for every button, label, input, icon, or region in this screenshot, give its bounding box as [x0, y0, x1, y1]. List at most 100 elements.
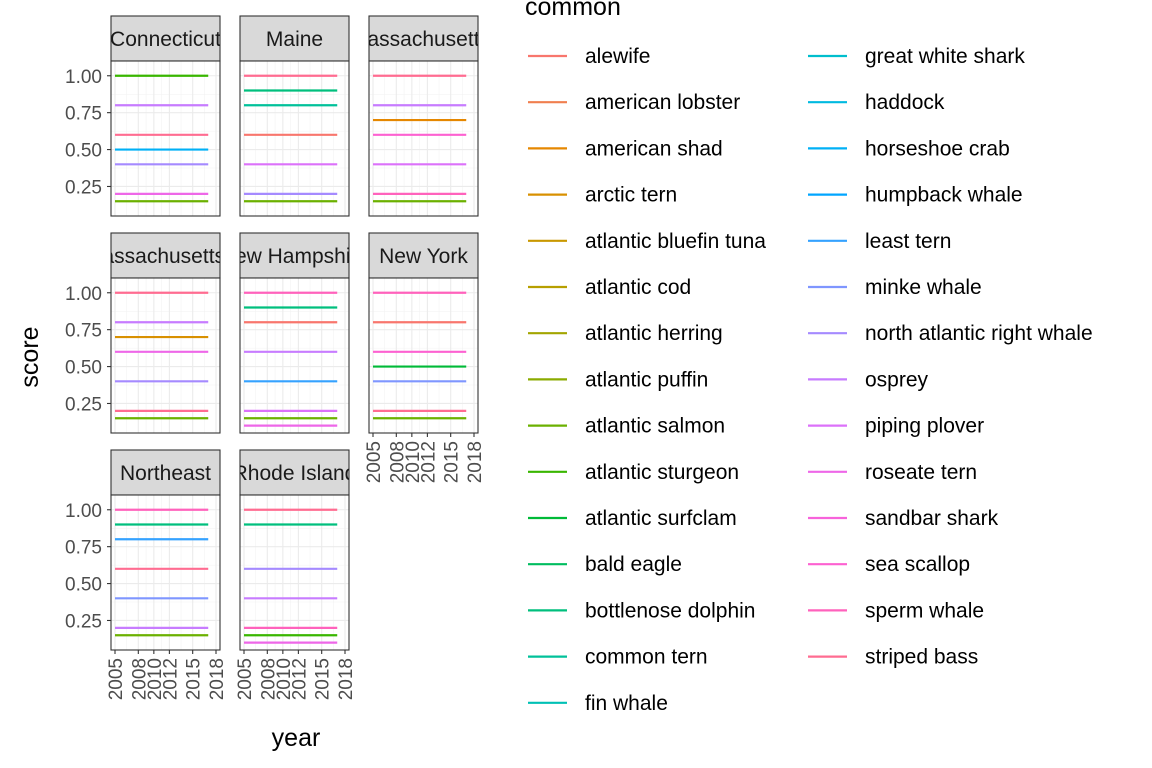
y-tick-label: 0.50	[65, 358, 102, 379]
x-tick-label: 2012	[289, 658, 310, 700]
x-tick-label: 2015	[442, 441, 463, 483]
y-tick-label: 0.75	[65, 104, 102, 125]
facet-strip-label: Rhode Island	[233, 462, 357, 485]
legend-label: atlantic surfclam	[585, 507, 737, 530]
legend-label: atlantic sturgeon	[585, 461, 739, 484]
x-tick-label: 2015	[313, 658, 334, 700]
facet-strip-label: Maine	[266, 28, 323, 51]
facet-strip	[368, 232, 479, 279]
legend-label: roseate tern	[865, 461, 977, 484]
legend-label: north atlantic right whale	[865, 322, 1093, 345]
y-tick-label: 1.00	[65, 67, 102, 88]
facet-strip-label: Connecticut	[110, 28, 221, 51]
legend-title: common	[525, 0, 621, 21]
facet-strip	[110, 449, 221, 496]
legend-entry: horseshoe crab	[808, 137, 1010, 160]
legend-entry: humpback whale	[808, 184, 1023, 207]
x-axis-title: year	[272, 724, 321, 752]
legend: common alewife american lobster american sh…	[525, 0, 1093, 715]
legend-label: sandbar shark	[865, 507, 999, 530]
x-tick-label: 2012	[160, 658, 181, 700]
facet-strip	[239, 449, 350, 496]
panel-background	[111, 495, 220, 650]
legend-label: piping plover	[865, 415, 984, 438]
legend-label: atlantic bluefin tuna	[585, 230, 766, 253]
panel-background	[369, 278, 478, 433]
legend-label: fin whale	[585, 692, 668, 715]
legend-entry: american lobster	[528, 91, 740, 114]
panel-border	[239, 60, 350, 217]
x-tick-label: 2010	[145, 658, 166, 700]
y-tick-label: 1.00	[65, 284, 102, 305]
x-tick-label: 2005	[364, 441, 385, 483]
panel-background	[369, 61, 478, 216]
x-tick-label: 2018	[336, 658, 357, 700]
y-tick-label: 0.25	[65, 611, 102, 632]
facet-strip	[110, 232, 221, 279]
legend-label: osprey	[865, 368, 929, 391]
legend-entry: atlantic sturgeon	[528, 461, 739, 484]
legend-label: atlantic cod	[585, 276, 691, 299]
x-tick-label: 2008	[387, 441, 408, 483]
y-tick-label: 0.50	[65, 141, 102, 162]
panel-background	[240, 61, 349, 216]
y-tick-label: 0.75	[65, 321, 102, 342]
legend-label: sea scallop	[865, 553, 970, 576]
legend-entry: minke whale	[808, 276, 982, 299]
facet-strip	[368, 15, 479, 62]
legend-entry: least tern	[808, 230, 951, 253]
legend-label: atlantic puffin	[585, 368, 708, 391]
panel-background	[240, 495, 349, 650]
legend-label: great white shark	[865, 45, 1025, 68]
legend-entry: striped bass	[808, 646, 978, 669]
legend-label: sperm whale	[865, 599, 984, 622]
facet-strip-label: Northeast	[120, 462, 211, 485]
x-tick-label: 2005	[235, 658, 256, 700]
x-tick-label: 2018	[465, 441, 486, 483]
facet-panel: Massachusetts-	[350, 15, 497, 217]
panel-border	[110, 60, 221, 217]
legend-entry: atlantic herring	[528, 322, 723, 345]
legend-label: bald eagle	[585, 553, 682, 576]
legend-entry: bald eagle	[528, 553, 682, 576]
x-tick-label: 2008	[258, 658, 279, 700]
legend-entry: atlantic salmon	[528, 415, 725, 438]
panel-border	[368, 277, 479, 434]
legend-entry: sea scallop	[808, 553, 970, 576]
legend-entry: atlantic puffin	[528, 368, 708, 391]
facet-panel: Maine	[239, 15, 350, 217]
facet-strip	[110, 15, 221, 62]
legend-entry: atlantic cod	[528, 276, 691, 299]
facet-strip-label: Massachusetts-S	[85, 245, 246, 268]
panel-background	[111, 278, 220, 433]
legend-entry: great white shark	[808, 45, 1025, 68]
legend-label: bottlenose dolphin	[585, 599, 755, 622]
panel-border	[110, 277, 221, 434]
facet-strip-label: New York	[379, 245, 468, 268]
facet-strip	[239, 232, 350, 279]
legend-entry: american shad	[528, 137, 723, 160]
x-tick-label: 2012	[418, 441, 439, 483]
legend-entry: north atlantic right whale	[808, 322, 1093, 345]
y-tick-label: 0.75	[65, 538, 102, 559]
legend-label: haddock	[865, 91, 945, 114]
legend-label: least tern	[865, 230, 951, 253]
facet-strip-label: Massachusetts-	[350, 28, 497, 51]
legend-label: humpback whale	[865, 184, 1023, 207]
legend-entry: roseate tern	[808, 461, 977, 484]
legend-label: minke whale	[865, 276, 982, 299]
x-tick-label: 2018	[207, 658, 228, 700]
facet-panels: Connecticut 0.25 0.50 0.75 1.00 Maine Massachu…	[65, 15, 497, 700]
legend-entry: sperm whale	[808, 599, 984, 622]
legend-label: alewife	[585, 45, 650, 68]
y-tick-label: 0.50	[65, 575, 102, 596]
x-tick-label: 2010	[403, 441, 424, 483]
legend-entry: common tern	[528, 646, 708, 669]
legend-entry: piping plover	[808, 415, 984, 438]
panel-border	[239, 277, 350, 434]
panel-background	[240, 278, 349, 433]
y-tick-label: 1.00	[65, 501, 102, 522]
